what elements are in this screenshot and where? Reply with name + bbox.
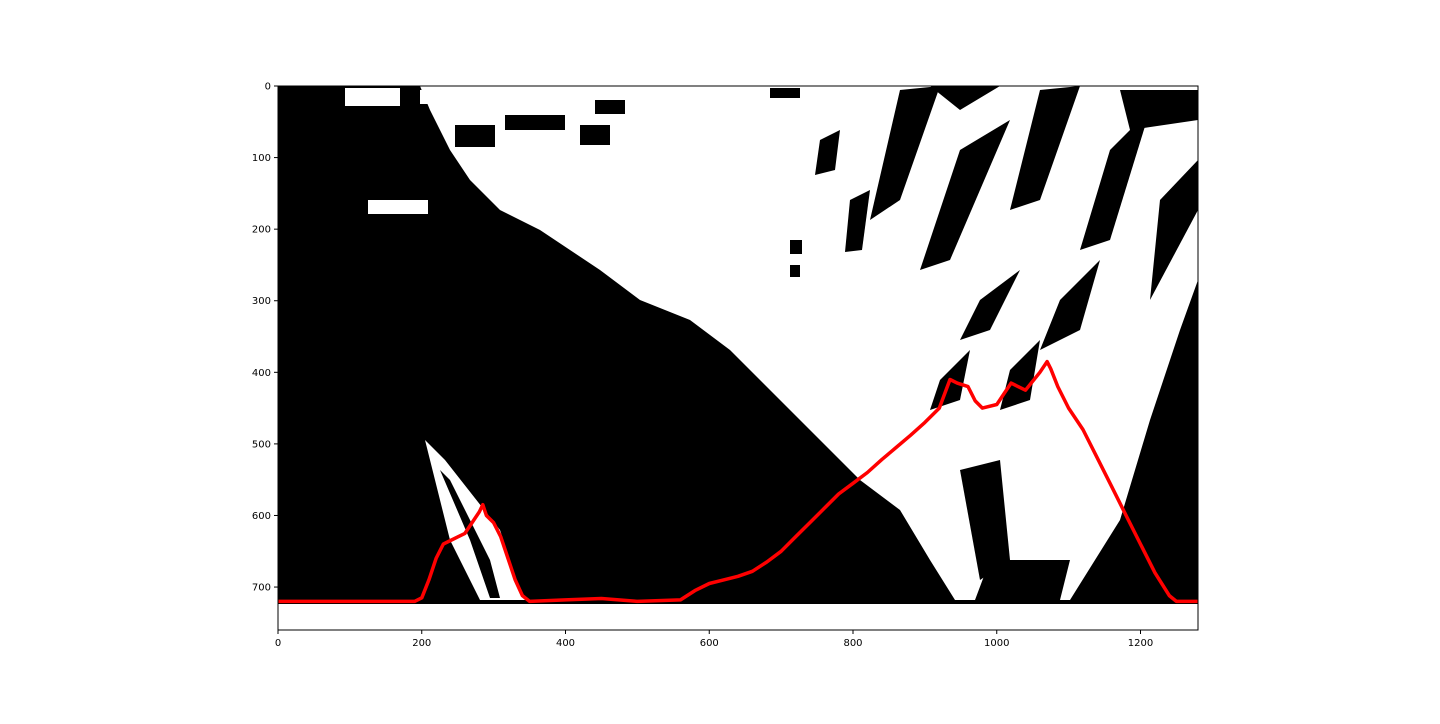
y-tick-label: 300 [252,296,271,307]
image-left-lane-gap [440,470,500,598]
axes-frame [277,85,1199,631]
image-bottom-strip [278,604,1198,630]
image-area [278,86,1198,630]
y-tick-label: 400 [252,368,271,379]
y-tick-label: 0 [265,82,271,93]
x-tick-label: 200 [412,638,431,649]
image-top-blocks [345,88,590,214]
x-axis: 0 200 400 600 800 1000 1200 [275,630,1153,649]
y-axis: 0 100 200 300 400 500 600 700 [252,82,278,594]
y-tick-label: 500 [252,439,271,450]
y-tick-label: 700 [252,583,271,594]
y-tick-label: 200 [252,225,271,236]
x-tick-label: 600 [700,638,719,649]
x-tick-label: 1000 [984,638,1009,649]
x-tick-label: 400 [556,638,575,649]
image-road-blocks [455,88,802,277]
series-line [278,359,1198,604]
x-tick-label: 0 [275,638,281,649]
y-tick-label: 100 [252,153,271,164]
x-tick-label: 800 [843,638,862,649]
image-streaks [815,86,1198,600]
y-tick-label: 600 [252,511,271,522]
x-tick-label: 1200 [1128,638,1153,649]
